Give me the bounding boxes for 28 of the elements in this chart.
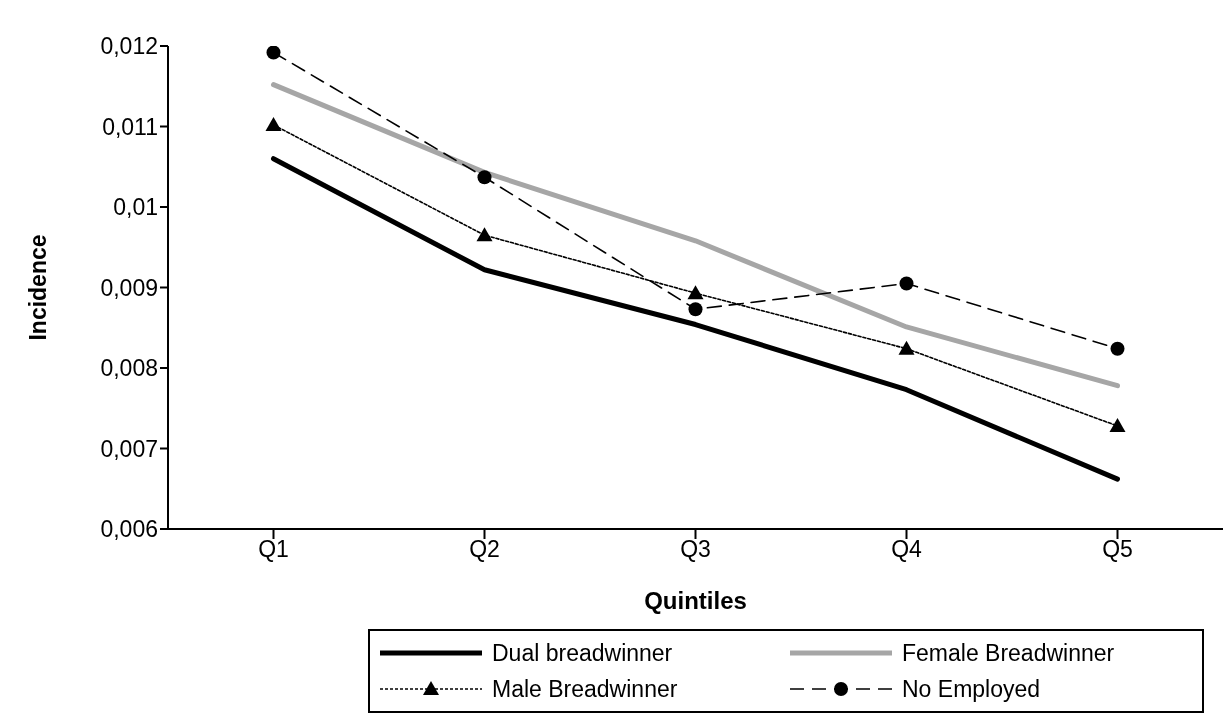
legend-label: Dual breadwinner xyxy=(492,639,673,667)
point xyxy=(1109,417,1126,432)
y-axis-title: Incidence xyxy=(25,234,52,341)
y-tick-label: 0,012 xyxy=(100,33,158,60)
point xyxy=(476,227,493,242)
point xyxy=(899,276,914,291)
y-tick-label: 0,008 xyxy=(100,355,158,382)
x-tick-label: Q3 xyxy=(680,536,711,563)
point xyxy=(687,285,704,300)
x-tick-label: Q4 xyxy=(891,536,923,563)
y-tick-label: 0,007 xyxy=(100,435,158,462)
y-tick-label: 0,009 xyxy=(100,274,158,301)
y-tick-label: 0,006 xyxy=(100,516,158,543)
point xyxy=(266,46,281,60)
x-axis-title: Quintiles xyxy=(644,587,747,614)
y-tick-label: 0,01 xyxy=(113,194,158,221)
x-tick-label: Q1 xyxy=(258,536,289,563)
x-tick-label: Q2 xyxy=(469,536,500,563)
legend-label: Female Breadwinner xyxy=(902,639,1115,667)
point xyxy=(898,340,915,355)
point xyxy=(477,170,492,185)
point xyxy=(1110,341,1125,356)
y-tick-label: 0,011 xyxy=(102,113,158,140)
x-tick-label: Q5 xyxy=(1102,536,1133,563)
point xyxy=(265,116,282,131)
point xyxy=(688,302,703,317)
legend-label: Male Breadwinner xyxy=(492,675,678,703)
legend-label: No Employed xyxy=(902,675,1041,703)
